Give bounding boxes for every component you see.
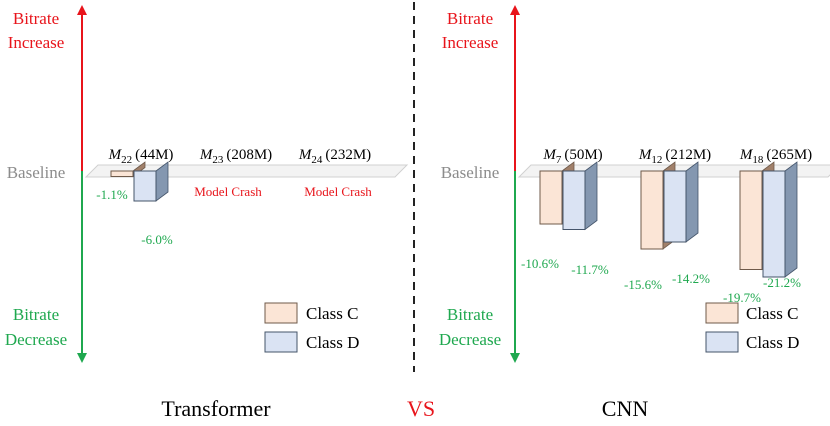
- model-subscript: 7: [556, 154, 562, 166]
- model-params: (212M): [662, 147, 711, 163]
- bar-value-label: -14.2%: [672, 271, 710, 286]
- model-label: M12 (212M): [638, 147, 711, 166]
- model-group: M24 (232M) Model Crash: [298, 147, 372, 199]
- model-name: M: [638, 147, 653, 163]
- panel-cnn: BitrateIncreaseBitrateDecreaseBaselineM7…: [439, 5, 830, 421]
- bar-value-label: -21.2%: [763, 275, 801, 290]
- model-subscript: 12: [651, 154, 662, 166]
- legend-swatch-class-c: [705, 302, 739, 324]
- bitrate-decrease-label: Bitrate: [13, 305, 59, 324]
- model-group: M12 (212M) -15.6% -14.2%: [624, 147, 711, 292]
- model-params: (232M): [322, 147, 371, 163]
- bar-value-label: -19.7%: [723, 290, 761, 305]
- model-group: M7 (50M) -10.6% -11.7%: [521, 147, 609, 277]
- bar-side-class-d: [685, 161, 699, 243]
- bar-side-class-d: [584, 161, 598, 231]
- bar-value-label: -1.1%: [96, 187, 128, 202]
- legend-label: Class C: [306, 304, 358, 323]
- model-subscript: 23: [212, 154, 224, 166]
- bar-class-d: [663, 170, 687, 243]
- baseline-label: Baseline: [7, 163, 66, 182]
- bar-value-label: -6.0%: [141, 232, 173, 247]
- bitrate-decrease-label: Decrease: [439, 330, 501, 349]
- bitrate-decrease-label: Decrease: [5, 330, 67, 349]
- legend-swatch-class-d: [705, 331, 739, 353]
- baseline-label: Baseline: [441, 163, 500, 182]
- model-group: M18 (265M) -19.7%-21.2%: [723, 147, 812, 305]
- bar-class-c: [640, 170, 664, 250]
- model-label: M7 (50M): [542, 147, 602, 166]
- model-name: M: [199, 147, 214, 163]
- bitrate-increase-label: Increase: [8, 33, 65, 52]
- bitrate-decrease-label: Bitrate: [447, 305, 493, 324]
- bar-side-class-d: [784, 161, 798, 278]
- panel-transformer: BitrateIncreaseBitrateDecreaseBaselineM2…: [5, 5, 409, 421]
- legend-swatch-class-c: [264, 302, 298, 324]
- model-subscript: 18: [752, 154, 764, 166]
- model-label: M23 (208M): [199, 147, 272, 166]
- bar-class-d: [762, 170, 786, 278]
- bar-class-c: [539, 170, 563, 225]
- model-group: M22 (44M) -1.1% -6.0%: [96, 147, 173, 247]
- vs-label: VS: [407, 396, 435, 421]
- legend-label: Class D: [306, 333, 359, 352]
- model-subscript: 22: [121, 154, 132, 166]
- model-group: M23 (208M) Model Crash: [194, 147, 272, 199]
- legend-swatch-class-d: [264, 331, 298, 353]
- bar-class-d: [562, 170, 586, 230]
- bar-class-d: [133, 170, 157, 202]
- model-crash-label: Model Crash: [304, 184, 372, 199]
- panel-title: CNN: [602, 396, 649, 421]
- bitrate-increase-label: Bitrate: [13, 9, 59, 28]
- model-params: (50M): [561, 147, 602, 163]
- bar-class-c: [110, 170, 134, 177]
- model-crash-label: Model Crash: [194, 184, 262, 199]
- bitrate-increase-label: Increase: [442, 33, 499, 52]
- legend-label: Class D: [746, 333, 799, 352]
- model-label: M18 (265M): [739, 147, 812, 166]
- model-name: M: [298, 147, 313, 163]
- legend-label: Class C: [746, 304, 798, 323]
- model-label: M22 (44M): [108, 147, 174, 166]
- bar-value-label: -15.6%: [624, 277, 662, 292]
- bitrate-increase-label: Bitrate: [447, 9, 493, 28]
- model-params: (208M): [223, 147, 272, 163]
- model-subscript: 24: [311, 154, 323, 166]
- model-label: M24 (232M): [298, 147, 371, 166]
- model-name: M: [739, 147, 754, 163]
- model-name: M: [108, 147, 123, 163]
- panel-title: Transformer: [161, 396, 271, 421]
- model-name: M: [542, 147, 557, 163]
- bar-class-c: [739, 170, 763, 270]
- model-params: (44M): [132, 147, 173, 163]
- bar-value-label: -11.7%: [571, 262, 609, 277]
- bar-value-label: -10.6%: [521, 256, 559, 271]
- model-params: (265M): [763, 147, 812, 163]
